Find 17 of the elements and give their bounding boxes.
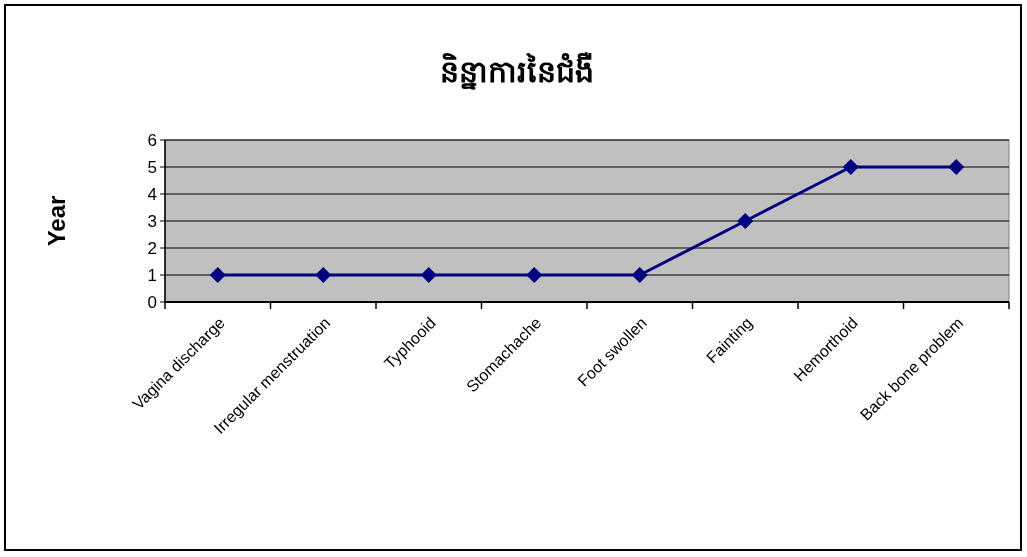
- point: [209, 267, 226, 283]
- chart-title: និន្នាការនៃជំងឺ: [440, 52, 594, 90]
- point: [842, 159, 859, 175]
- y-tick-label: 3: [147, 211, 157, 231]
- y-tick-label: 6: [147, 130, 157, 150]
- point: [631, 267, 648, 283]
- y-tick-label: 4: [147, 184, 157, 204]
- y-axis-title: Year: [43, 195, 70, 247]
- point: [420, 267, 437, 283]
- point: [948, 159, 965, 175]
- y-tick-label: 5: [147, 157, 157, 177]
- point: [315, 267, 332, 283]
- point: [737, 213, 754, 229]
- y-tick-label: 2: [147, 238, 157, 258]
- y-tick-label: 1: [147, 265, 157, 285]
- point: [526, 267, 543, 283]
- y-tick-label: 0: [147, 292, 157, 312]
